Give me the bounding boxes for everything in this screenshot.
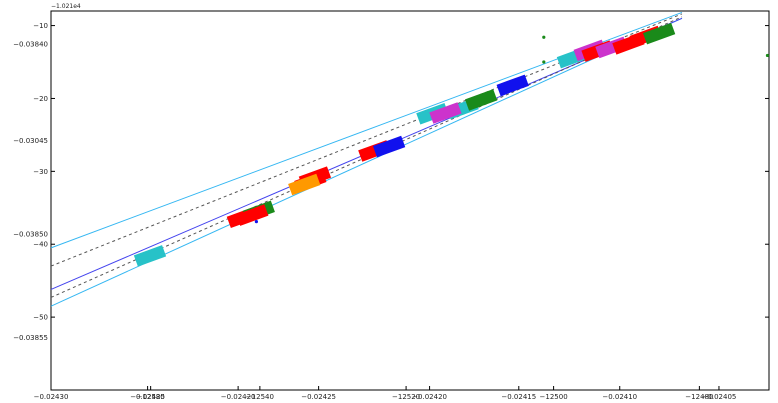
y-axis-ticks: −10 −20 −30 −40 −50 −0.03840 −0.03045 −0.03850 −…	[13, 22, 769, 342]
y-tick-label-1: −20	[33, 95, 48, 103]
vehicle-box-13	[496, 74, 529, 97]
y-tick-label-2: −30	[33, 168, 48, 176]
x-tick-label-3: −0.02420	[221, 393, 256, 401]
vehicle-box-20	[642, 22, 676, 45]
vehicle-box-8	[372, 135, 406, 158]
vehicle-box-0	[133, 245, 167, 267]
vehicle-box-6	[288, 173, 321, 196]
x-tick-label-9: −12500	[540, 393, 568, 401]
point-markers	[254, 35, 770, 224]
y-secondary-label-1: −0.03045	[13, 137, 48, 145]
x-tick-label-2: −12580	[137, 393, 165, 401]
y-secondary-label-2: −0.03850	[13, 231, 48, 239]
x-tick-label-0: −0.02430	[34, 393, 69, 401]
x-axis-ticks: −0.02430 −0.02425−12580 −0.02420−12540 −0.0…	[34, 386, 737, 401]
y-secondary-label-0: −0.03840	[13, 40, 48, 48]
x-tick-label-5: −0.02425	[301, 393, 336, 401]
point-marker-1	[542, 35, 546, 39]
point-marker-3	[765, 53, 770, 58]
x-tick-label-7: −0.02420	[412, 393, 447, 401]
x-tick-label-1: −0.02425	[130, 393, 165, 401]
plot-frame	[50, 10, 770, 391]
vehicle-box-12	[464, 89, 498, 111]
point-marker-0	[254, 220, 258, 224]
y-tick-label-3: −40	[33, 241, 48, 249]
x-tick-label-6: −12520	[392, 393, 420, 401]
vehicle-box-3	[236, 204, 269, 226]
y-tick-label-0: −10	[33, 22, 48, 30]
vehicle-box-11	[429, 102, 462, 124]
x-tick-label-8: −0.02415	[501, 393, 536, 401]
y-tick-label-4: −50	[33, 314, 48, 322]
x-tick-label-11: −12480	[685, 393, 713, 401]
axis-offset-text: −1.021e4	[51, 3, 81, 10]
vehicle-boxes	[133, 22, 676, 267]
x-tick-label-4: −12540	[246, 393, 274, 401]
y-secondary-label-3: −0.03855	[13, 334, 48, 342]
point-marker-2	[542, 60, 546, 64]
x-tick-label-12: −0.02405	[702, 393, 737, 401]
x-tick-label-10: −0.02410	[602, 393, 637, 401]
